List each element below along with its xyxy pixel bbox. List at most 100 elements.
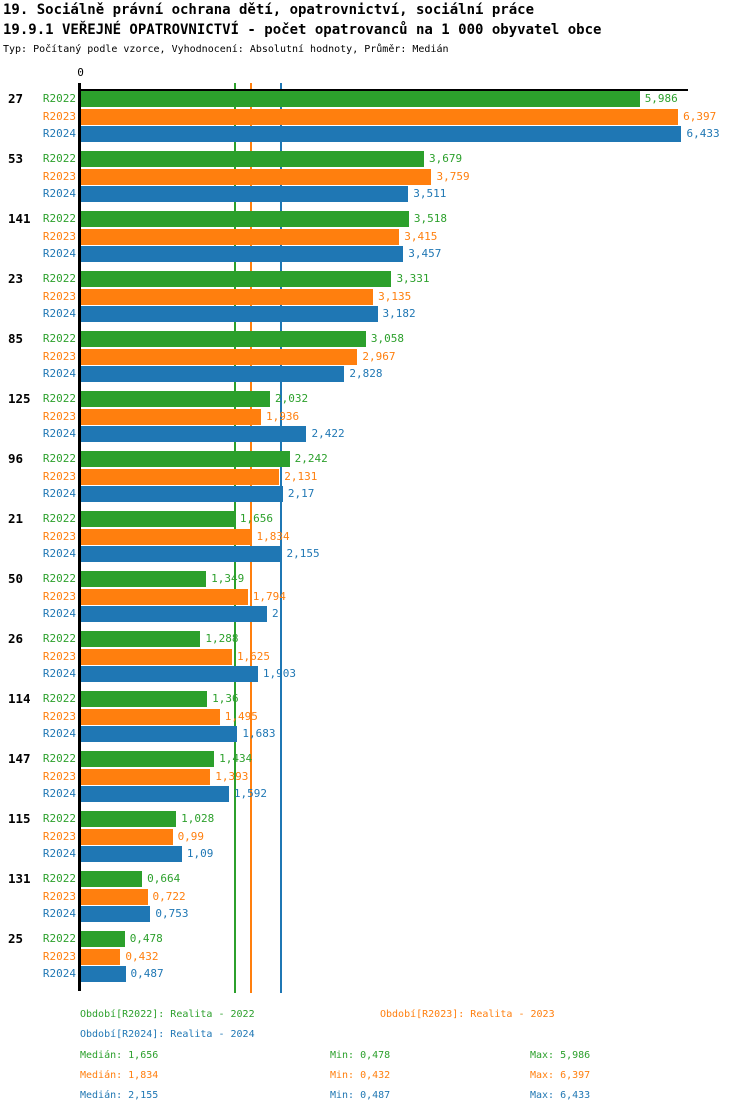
bar-value-label: 2,131 (284, 469, 318, 483)
bar-value-label: 3,058 (370, 332, 405, 345)
series-row-label: R2023 (42, 769, 76, 783)
bar (80, 751, 215, 767)
group-label: 21 (8, 511, 24, 526)
group-label: 141 (8, 211, 31, 226)
bar (80, 288, 374, 305)
series-row-label: R2024 (42, 307, 76, 320)
bar-value-label: 0,432 (125, 949, 159, 963)
bar (80, 468, 280, 485)
bar (80, 811, 177, 827)
group-label: 53 (8, 151, 24, 166)
series-row-label: R2022 (42, 212, 76, 225)
series-row-label: R2022 (42, 632, 76, 645)
legend-item: Období[R2022]: Realita - 2022 (80, 1009, 255, 1020)
y-axis-line (78, 83, 81, 991)
series-row-label: R2024 (42, 667, 76, 680)
bar-value-label: 3,759 (436, 169, 470, 183)
bar-value-label: 0,664 (147, 872, 181, 885)
series-row-label: R2023 (42, 109, 76, 123)
legend-item: Období[R2024]: Realita - 2024 (80, 1029, 255, 1040)
bar (80, 108, 679, 125)
bar-value-label: 0,478 (129, 932, 163, 945)
bar (80, 331, 366, 347)
series-row-label: R2023 (42, 949, 76, 963)
bar-value-label: 3,457 (408, 247, 442, 260)
bar-value-label: 3,135 (378, 289, 412, 303)
bar (80, 408, 262, 425)
bar-value-label: 2,155 (286, 547, 320, 560)
series-row-label: R2024 (42, 247, 76, 260)
bar (80, 888, 148, 905)
series-row-label: R2024 (42, 847, 76, 860)
group-label: 50 (8, 571, 24, 586)
series-row-label: R2023 (42, 589, 76, 603)
bar-value-label: 3,415 (404, 229, 438, 243)
bar-value-label: 1,903 (262, 667, 297, 680)
group-label: 147 (8, 751, 31, 766)
bar (80, 948, 121, 965)
group-label: 96 (8, 451, 24, 466)
series-row-label: R2022 (42, 392, 76, 405)
bar (80, 571, 207, 587)
series-row-label: R2022 (42, 932, 76, 945)
series-row-label: R2023 (42, 829, 76, 843)
bar (80, 211, 409, 227)
stat-max-label: Max: 5,986 (530, 1050, 591, 1061)
group-label: 131 (8, 871, 31, 886)
bar (80, 546, 282, 562)
series-row-label: R2023 (42, 889, 76, 903)
bar (80, 246, 404, 262)
series-row-label: R2024 (42, 967, 76, 980)
bar-value-label: 1,288 (205, 632, 239, 645)
series-row-label: R2022 (42, 92, 76, 105)
bar (80, 228, 400, 245)
bar-value-label: 0,487 (130, 967, 164, 980)
bar (80, 931, 125, 947)
bar-value-label: 2,032 (274, 392, 309, 405)
bar-value-label: 5,986 (644, 92, 678, 105)
series-row-label: R2024 (42, 727, 76, 740)
bar (80, 271, 392, 287)
stat-max-label: Max: 6,433 (530, 1090, 591, 1101)
bar-value-label: 2 (272, 607, 279, 620)
bar-value-label: 1,683 (242, 727, 276, 740)
bar (80, 871, 143, 887)
bar (80, 768, 211, 785)
page-title: 19. Sociálně právní ochrana dětí, opatro… (3, 2, 535, 18)
bar (80, 606, 267, 622)
series-row-label: R2022 (42, 152, 76, 165)
series-row-label: R2024 (42, 787, 76, 800)
bar (80, 666, 258, 682)
bar (80, 126, 682, 142)
bar-value-label: 1,794 (252, 589, 286, 603)
bar-value-label: 2,17 (287, 487, 315, 500)
bar-value-label: 2,242 (294, 452, 328, 465)
group-label: 26 (8, 631, 24, 646)
bar (80, 426, 307, 442)
bar-value-label: 2,828 (349, 367, 383, 380)
series-row-label: R2024 (42, 367, 76, 380)
series-row-label: R2023 (42, 469, 76, 483)
series-row-label: R2023 (42, 529, 76, 543)
bar-value-label: 1,349 (211, 572, 245, 585)
bar (80, 451, 290, 467)
bar-value-label: 0,99 (177, 829, 205, 843)
bar (80, 906, 151, 922)
group-label: 115 (8, 811, 31, 826)
bar (80, 631, 201, 647)
group-label: 114 (8, 691, 31, 706)
bar-value-label: 6,433 (686, 127, 720, 140)
bar-value-label: 3,511 (413, 187, 447, 200)
bar (80, 966, 126, 982)
series-row-label: R2022 (42, 272, 76, 285)
series-row-label: R2024 (42, 187, 76, 200)
stat-median-label: Medián: 2,155 (80, 1090, 159, 1101)
median-line (280, 83, 283, 993)
chart-subtitle: Typ: Počítaný podle vzorce, Vyhodnocení:… (3, 44, 449, 55)
series-row-label: R2022 (42, 752, 76, 765)
bar (80, 786, 229, 802)
bar (80, 691, 208, 707)
bar (80, 306, 378, 322)
series-row-label: R2022 (42, 332, 76, 345)
bar-value-label: 3,518 (413, 212, 448, 225)
